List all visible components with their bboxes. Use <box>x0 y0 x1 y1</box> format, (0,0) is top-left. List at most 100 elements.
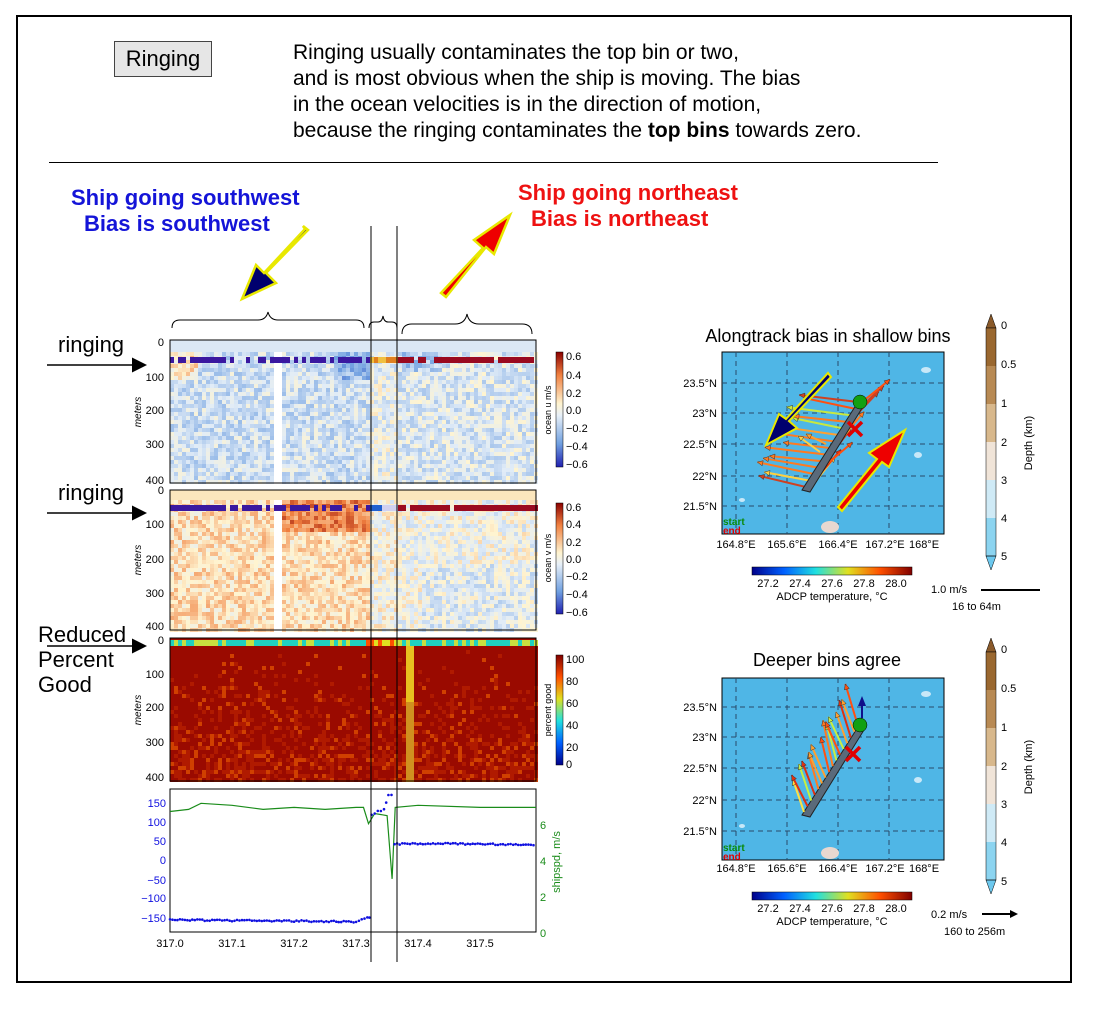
heatmap-cell <box>210 500 214 504</box>
heatmap-cell <box>298 560 302 564</box>
heatmap-cell <box>294 576 298 580</box>
heatmap-cell <box>234 404 238 408</box>
heatmap-cell <box>462 536 466 540</box>
heatmap-cell <box>326 400 330 404</box>
heatmap-cell <box>234 376 238 380</box>
heatmap-cell <box>182 396 186 400</box>
heatmap-cell <box>506 452 510 456</box>
heatmap-cell <box>498 364 502 368</box>
heatmap-cell <box>378 440 382 444</box>
heatmap-cell <box>326 512 330 516</box>
heatmap-cell <box>190 384 194 388</box>
heatmap-cell <box>286 540 290 544</box>
heatmap-cell <box>174 444 178 448</box>
heatmap-cell <box>298 396 302 400</box>
heatmap-cell <box>438 428 442 432</box>
intro-text: Ringing usually contaminates the top bin… <box>293 40 861 144</box>
heatmap-cell <box>194 412 198 416</box>
heatmap-cell <box>482 388 486 392</box>
heatmap-cell <box>342 444 346 448</box>
heatmap-cell <box>214 528 218 532</box>
heatmap-cell <box>466 452 470 456</box>
heatmap-cell <box>334 500 338 504</box>
heatmap-cell <box>326 376 330 380</box>
heatmap-cell <box>258 528 262 532</box>
heatmap-cell <box>182 440 186 444</box>
heatmap-cell <box>382 388 386 392</box>
heatmap-cell <box>398 396 402 400</box>
heatmap-cell <box>510 368 514 372</box>
heatmap-cell <box>282 364 286 368</box>
heatmap-cell <box>298 544 302 548</box>
heatmap-cell <box>458 396 462 400</box>
heatmap-cell <box>366 524 370 528</box>
heatmap-cell <box>254 536 258 540</box>
heatmap-cell <box>378 564 382 568</box>
heatmap-cell <box>486 388 490 392</box>
heatmap-cell <box>270 420 274 424</box>
heatmap-cell <box>338 432 342 436</box>
heatmap-cell <box>202 568 206 572</box>
heatmap-cell <box>398 444 402 448</box>
heatmap-cell <box>194 468 198 472</box>
heatmap-cell <box>230 548 234 552</box>
heatmap-cell <box>178 500 182 504</box>
heatmap-cell <box>194 512 198 516</box>
heatmap-cell <box>458 468 462 472</box>
heatmap-cell <box>366 532 370 536</box>
heatmap-cell <box>326 452 330 456</box>
heatmap-cell <box>418 520 422 524</box>
top-bin-cell <box>518 357 522 363</box>
heatmap-cell <box>222 428 226 432</box>
heatmap-cell <box>510 576 514 580</box>
heatmap-cell <box>334 372 338 376</box>
heatmap-cell <box>434 524 438 528</box>
heatmap-cell <box>398 464 402 468</box>
heatmap-cell <box>446 352 450 356</box>
heatmap-cell <box>486 396 490 400</box>
heatmap-cell <box>374 552 378 556</box>
heatmap-cell <box>226 560 230 564</box>
heatmap-cell <box>314 428 318 432</box>
heatmap-cell <box>262 460 266 464</box>
heatmap-cell <box>438 524 442 528</box>
heatmap-cell <box>450 408 454 412</box>
heatmap-cell <box>234 420 238 424</box>
heatmap-cell <box>374 412 378 416</box>
heatmap-cell <box>242 400 246 404</box>
heatmap-cell <box>418 444 422 448</box>
heatmap-cell <box>226 572 230 576</box>
heatmap-cell <box>406 576 410 580</box>
heatmap-cell <box>438 436 442 440</box>
heatmap-cell <box>354 520 358 524</box>
heatmap-cell <box>278 536 282 540</box>
intro-line-4: because the ringing contaminates the top… <box>293 118 861 144</box>
heatmap-cell <box>282 464 286 468</box>
heatmap-cell <box>358 560 362 564</box>
heatmap-cell <box>230 352 234 356</box>
heatmap-cell <box>290 468 294 472</box>
heatmap-cell <box>190 536 194 540</box>
heatmap-cell <box>278 404 282 408</box>
heatmap-cell <box>238 456 242 460</box>
ringing-button[interactable]: Ringing <box>114 41 212 77</box>
heatmap-cell <box>298 428 302 432</box>
heatmap-cell <box>526 376 530 380</box>
heatmap-cell <box>498 368 502 372</box>
heatmap-cell <box>386 576 390 580</box>
heatmap-cell <box>486 520 490 524</box>
heatmap-cell <box>430 424 434 428</box>
heatmap-cell <box>202 480 206 484</box>
heatmap-cell <box>198 560 202 564</box>
heatmap-cell <box>514 364 518 368</box>
heatmap-cell <box>306 456 310 460</box>
heatmap-cell <box>502 564 506 568</box>
heatmap-cell <box>242 460 246 464</box>
heatmap-cell <box>490 400 494 404</box>
heatmap-cell <box>190 456 194 460</box>
heatmap-cell <box>330 372 334 376</box>
heatmap-cell <box>266 356 270 360</box>
heatmap-cell <box>214 440 218 444</box>
heatmap-cell <box>258 516 262 520</box>
heatmap-cell <box>522 468 526 472</box>
